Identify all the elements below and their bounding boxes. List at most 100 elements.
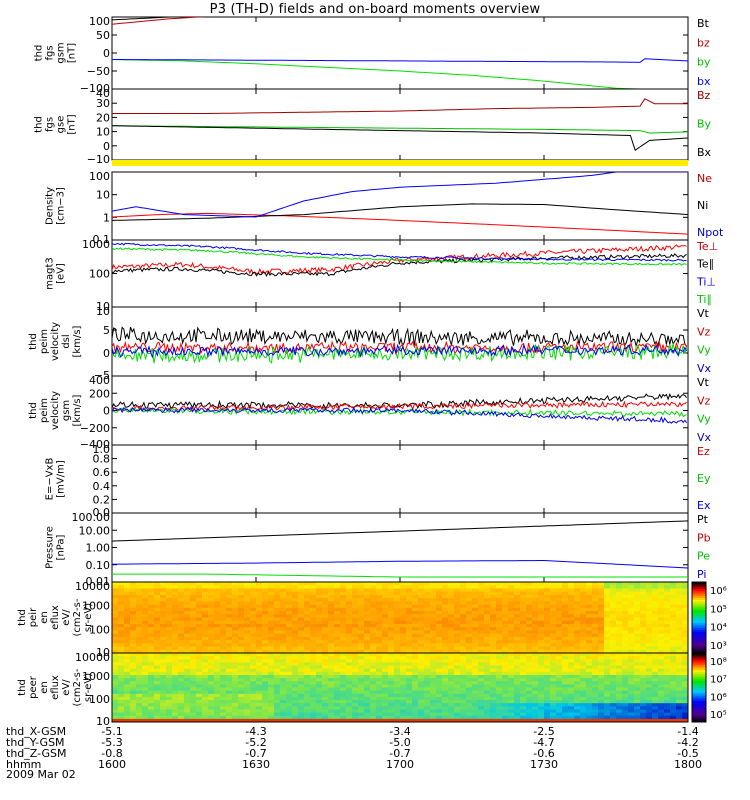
- heatmap-cell: [574, 678, 581, 682]
- heatmap-cell: [214, 611, 221, 615]
- heatmap-cell: [394, 681, 401, 685]
- heatmap-cell: [382, 656, 389, 660]
- heatmap-cell: [208, 582, 215, 586]
- heatmap-cell: [598, 681, 605, 685]
- heatmap-cell: [280, 594, 287, 599]
- heatmap-cell: [472, 627, 479, 631]
- heatmap-cell: [400, 601, 407, 606]
- heatmap-cell: [376, 678, 383, 682]
- colorbar-segment: [692, 622, 706, 626]
- heatmap-cell: [622, 696, 629, 701]
- heatmap-cell: [244, 696, 251, 701]
- heatmap-cell: [526, 662, 533, 667]
- heatmap-cell: [586, 594, 593, 599]
- heatmap-cell: [334, 681, 341, 685]
- heatmap-cell: [286, 700, 293, 704]
- heatmap-cell: [646, 649, 653, 653]
- series-line-Vz: [112, 400, 687, 412]
- heatmap-cell: [622, 684, 629, 689]
- heatmap-cell: [328, 706, 335, 710]
- heatmap-cell: [616, 620, 623, 625]
- heatmap-cell: [214, 653, 221, 657]
- heatmap-cell: [394, 582, 401, 586]
- heatmap-cell: [466, 681, 473, 685]
- heatmap-cell: [322, 604, 329, 609]
- heatmap-cell: [454, 715, 461, 720]
- heatmap-cell: [280, 696, 287, 701]
- heatmap-cell: [304, 662, 311, 667]
- colorbar-segment: [692, 644, 706, 647]
- heatmap-cell: [448, 700, 455, 704]
- heatmap-cell: [244, 653, 251, 657]
- heatmap-cell: [256, 668, 263, 673]
- heatmap-cell: [142, 675, 149, 679]
- heatmap-cell: [460, 627, 467, 631]
- heatmap-cell: [262, 611, 269, 615]
- heatmap-cell: [238, 604, 245, 609]
- heatmap-cell: [346, 594, 353, 599]
- legend-Ex: Ex: [697, 499, 711, 512]
- heatmap-cell: [670, 706, 677, 710]
- heatmap-cell: [250, 709, 257, 714]
- colorbar-label: 10⁴: [710, 623, 727, 634]
- heatmap-cell: [268, 636, 275, 641]
- heatmap-cell: [604, 659, 611, 663]
- heatmap-cell: [220, 659, 227, 663]
- heatmap-cell: [412, 671, 419, 676]
- legend-Ti⊥: Ti⊥: [696, 275, 716, 288]
- heatmap-cell: [244, 671, 251, 676]
- heatmap-cell: [430, 640, 437, 644]
- heatmap-cell: [130, 614, 137, 619]
- heatmap-cell: [118, 624, 125, 628]
- heatmap-cell: [610, 681, 617, 685]
- heatmap-cell: [244, 659, 251, 663]
- heatmap-cell: [160, 709, 167, 714]
- heatmap-cell: [310, 617, 317, 622]
- heatmap-cell: [520, 715, 527, 720]
- heatmap-cell: [268, 582, 275, 586]
- heatmap-cell: [142, 627, 149, 631]
- heatmap-cell: [472, 709, 479, 714]
- heatmap-cell: [640, 690, 647, 695]
- heatmap-cell: [616, 665, 623, 670]
- heatmap-cell: [550, 712, 557, 717]
- heatmap-cell: [142, 633, 149, 638]
- heatmap-cell: [652, 703, 659, 707]
- heatmap-cell: [592, 582, 599, 586]
- heatmap-cell: [418, 715, 425, 720]
- heatmap-cell: [352, 598, 359, 602]
- heatmap-cell: [448, 585, 455, 589]
- heatmap-cell: [658, 681, 665, 685]
- heatmap-cell: [298, 614, 305, 619]
- heatmap-cell: [670, 594, 677, 599]
- heatmap-cell: [424, 607, 431, 612]
- heatmap-cell: [232, 601, 239, 606]
- heatmap-cell: [574, 633, 581, 638]
- legend-Ey: Ey: [697, 472, 711, 485]
- heatmap-cell: [340, 653, 347, 657]
- heatmap-cell: [136, 601, 143, 606]
- heatmap-cell: [388, 585, 395, 589]
- heatmap-cell: [154, 591, 161, 596]
- heatmap-cell: [358, 675, 365, 679]
- heatmap-cell: [244, 668, 251, 673]
- heatmap-cell: [166, 696, 173, 701]
- heatmap-cell: [448, 649, 455, 653]
- heatmap-cell: [556, 649, 563, 653]
- heatmap-cell: [256, 624, 263, 628]
- heatmap-cell: [514, 718, 521, 722]
- heatmap-cell: [658, 709, 665, 714]
- heatmap-cell: [232, 643, 239, 648]
- heatmap-cell: [238, 614, 245, 619]
- heatmap-cell: [448, 630, 455, 635]
- y-axis-label: [km/s]: [72, 325, 83, 357]
- heatmap-cell: [448, 588, 455, 593]
- heatmap-cell: [442, 594, 449, 599]
- heatmap-cell: [130, 591, 137, 596]
- heatmap-cell: [676, 665, 683, 670]
- heatmap-cell: [196, 633, 203, 638]
- heatmap-cell: [622, 703, 629, 707]
- heatmap-cell: [388, 659, 395, 663]
- heatmap-cell: [238, 607, 245, 612]
- heatmap-cell: [580, 627, 587, 631]
